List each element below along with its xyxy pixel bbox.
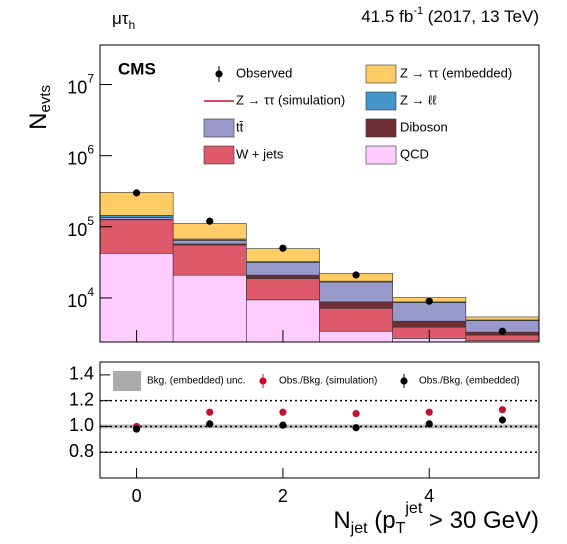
hist-segment bbox=[172, 274, 247, 343]
y-tick-label-part: 7 bbox=[87, 72, 94, 86]
x-axis-label-part: jet bbox=[350, 520, 368, 537]
ratio-point bbox=[206, 408, 214, 416]
lumi-label-part: (2017, 13 TeV) bbox=[423, 7, 539, 26]
x-axis-label-part: jet bbox=[404, 500, 422, 517]
hist-segment bbox=[392, 320, 467, 328]
x-tick-label: 0 bbox=[132, 486, 142, 506]
ratio-frame bbox=[99, 361, 540, 479]
hist-segment bbox=[319, 307, 393, 332]
legend-label: tt̄ bbox=[236, 119, 244, 134]
channel-label: μτh bbox=[112, 9, 135, 32]
x-axis-label-part: N bbox=[333, 507, 350, 534]
ratio-point bbox=[425, 408, 433, 416]
y-tick-label-part: 6 bbox=[87, 143, 94, 157]
hist-segment bbox=[246, 274, 320, 279]
legend-label: Obs./Bkg. (embedded) bbox=[419, 376, 520, 387]
legend-swatch bbox=[203, 145, 235, 165]
legend-swatch bbox=[365, 118, 397, 138]
ratio-point bbox=[352, 409, 360, 418]
legend-label: W + jets bbox=[236, 146, 284, 161]
lumi-label-part: -1 bbox=[413, 5, 423, 17]
observed-point bbox=[279, 244, 287, 252]
y-tick-label: 0.8 bbox=[69, 441, 94, 461]
observed-point bbox=[206, 217, 214, 225]
y-tick-label: 1.2 bbox=[69, 389, 94, 409]
x-axis-label-part: T bbox=[396, 520, 406, 537]
y-axis-label-part: N bbox=[25, 113, 52, 130]
hist-segment bbox=[99, 219, 174, 254]
hist-segment bbox=[246, 262, 320, 276]
x-axis-label: Njet (pTjet > 30 GeV) bbox=[333, 500, 539, 537]
legend-label: QCD bbox=[400, 146, 429, 161]
y-tick-label-part: 10 bbox=[67, 77, 87, 97]
x-axis-label-part: (p bbox=[368, 507, 396, 534]
lumi-label: 41.5 fb-1 (2017, 13 TeV) bbox=[361, 5, 539, 27]
legend-swatch bbox=[365, 145, 397, 165]
observed-point bbox=[352, 271, 360, 279]
legend-swatch bbox=[203, 118, 235, 138]
hist-segment bbox=[172, 240, 247, 245]
legend-label: Obs./Bkg. (simulation) bbox=[279, 376, 377, 387]
y-tick-label: 1.4 bbox=[69, 364, 94, 384]
y-axis-label: Nevts bbox=[25, 85, 54, 130]
hist-segment bbox=[172, 244, 247, 276]
y-tick-label: 1.0 bbox=[69, 415, 94, 435]
ratio-point bbox=[352, 424, 360, 432]
hist-segment bbox=[99, 215, 174, 218]
experiment-label: CMS bbox=[118, 59, 156, 78]
ratio-point bbox=[206, 420, 214, 428]
y-tick-label: 105 bbox=[67, 214, 94, 240]
legend-label: Z → ℓℓ bbox=[400, 92, 437, 107]
y-tick-label: 104 bbox=[67, 285, 94, 311]
legend-swatch bbox=[365, 91, 397, 111]
hist-segment bbox=[319, 281, 393, 303]
unc-band bbox=[465, 424, 539, 429]
observed-point bbox=[132, 189, 141, 197]
y-tick-label-part: 10 bbox=[67, 148, 87, 168]
legend-label: Observed bbox=[236, 65, 292, 80]
legend-label: Bkg. (embedded) unc. bbox=[147, 376, 245, 387]
channel-label-part: h bbox=[129, 18, 136, 32]
legend-label: Diboson bbox=[400, 119, 448, 134]
legend-swatch bbox=[113, 371, 141, 391]
observed-point bbox=[425, 297, 433, 305]
lumi-label-part: 41.5 fb bbox=[361, 7, 413, 26]
legend-label: Z → ττ (embedded) bbox=[400, 65, 512, 80]
hist-segment bbox=[319, 330, 393, 343]
y-tick-label-part: 10 bbox=[67, 220, 87, 240]
observed-point bbox=[498, 327, 507, 335]
x-tick-label: 4 bbox=[424, 486, 434, 506]
ratio-point bbox=[279, 421, 287, 429]
ratio-point bbox=[425, 420, 433, 428]
hist-segment bbox=[172, 223, 247, 240]
ratio-point bbox=[132, 425, 141, 433]
y-tick-label: 107 bbox=[67, 72, 94, 98]
y-tick-label-part: 10 bbox=[67, 291, 87, 311]
hist-segment bbox=[465, 334, 540, 342]
ratio-point bbox=[498, 416, 507, 424]
legend-label: Z → ττ (simulation) bbox=[236, 92, 345, 107]
y-tick-label-part: 5 bbox=[87, 214, 94, 228]
hist-segment bbox=[246, 278, 320, 301]
y-tick-label-part: 4 bbox=[87, 285, 94, 299]
hist-segment bbox=[392, 302, 467, 322]
y-axis-label-part: evts bbox=[37, 85, 54, 113]
ratio-point bbox=[279, 408, 287, 416]
legend-swatch bbox=[365, 64, 397, 84]
hist-segment bbox=[99, 253, 174, 343]
hist-segment bbox=[465, 316, 540, 321]
hist-segment bbox=[319, 301, 393, 309]
channel-label-part: μτ bbox=[112, 9, 129, 28]
y-tick-label: 106 bbox=[67, 143, 94, 169]
plot-frame bbox=[99, 44, 540, 343]
ratio-point bbox=[498, 406, 507, 414]
x-axis-label-part: > 30 GeV) bbox=[422, 507, 539, 534]
x-tick-label: 2 bbox=[278, 486, 288, 506]
